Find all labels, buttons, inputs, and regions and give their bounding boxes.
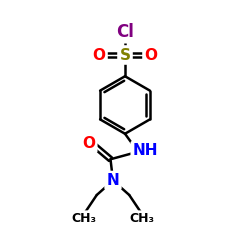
Text: S: S <box>120 48 130 62</box>
Text: NH: NH <box>133 143 158 158</box>
Text: CH₃: CH₃ <box>72 212 97 225</box>
Text: Cl: Cl <box>116 23 134 41</box>
Text: N: N <box>106 173 120 188</box>
Text: O: O <box>92 48 106 62</box>
Text: O: O <box>82 136 95 151</box>
Text: O: O <box>144 48 158 62</box>
Text: CH₃: CH₃ <box>129 212 154 225</box>
